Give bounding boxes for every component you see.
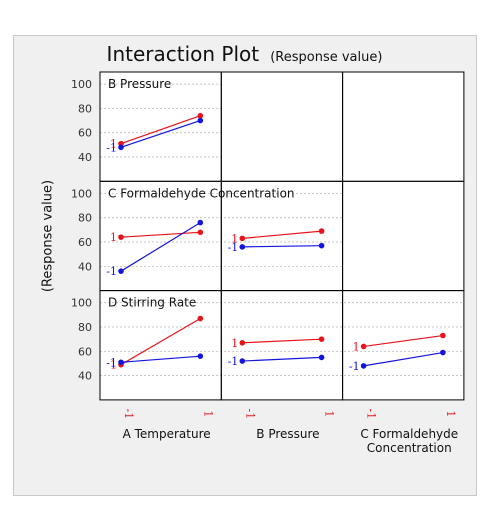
data-point [197, 353, 204, 359]
panel-frame [342, 290, 465, 401]
title-main: Interaction Plot [106, 42, 260, 66]
y-tick-label: 80 [78, 212, 92, 225]
row-factor-label: B Pressure [108, 77, 171, 91]
series-line [363, 351, 443, 367]
x-tick-label: -1 [122, 409, 135, 420]
data-point [239, 244, 246, 250]
data-point [118, 234, 124, 240]
y-tick-label: 60 [78, 345, 92, 358]
y-tick-label: 40 [78, 370, 92, 383]
y-tick-label: 100 [71, 187, 92, 200]
plot-area [100, 72, 464, 400]
x-factor-label: B Pressure [228, 427, 348, 441]
series-line [363, 334, 443, 348]
level-label: -1 [228, 355, 239, 368]
y-tick-label: 80 [78, 321, 92, 334]
data-point [239, 340, 246, 346]
x-tick-label: 1 [201, 410, 214, 417]
level-label: -1 [349, 360, 360, 373]
y-tick-label: 40 [78, 151, 92, 164]
x-tick-label: -1 [365, 409, 378, 420]
data-point [239, 235, 246, 242]
x-factor-label-line: A Temperature [122, 427, 211, 441]
level-label: -1 [228, 241, 239, 254]
level-label: -1 [106, 265, 117, 278]
y-tick-label: 60 [78, 127, 92, 140]
data-point [360, 363, 367, 369]
y-tick-label: 60 [78, 236, 92, 249]
series-line [120, 115, 201, 145]
data-point [440, 349, 446, 356]
series-line [120, 222, 201, 272]
title-subtitle: (Response value) [270, 50, 383, 65]
series-line [120, 355, 201, 363]
level-label: -1 [106, 356, 117, 369]
data-point [360, 343, 367, 350]
level-label: -1 [106, 141, 117, 154]
y-tick-label: 80 [78, 102, 92, 115]
data-point [197, 112, 204, 119]
level-label: 1 [231, 232, 238, 245]
x-tick-label: 1 [444, 410, 457, 417]
chart-title: Interaction Plot (Response value) [0, 42, 489, 66]
x-factor-label-line: Concentration [366, 441, 452, 455]
x-tick-label: 1 [323, 410, 336, 417]
data-point [239, 358, 246, 364]
data-point [118, 359, 124, 366]
level-label: 1 [353, 340, 360, 353]
level-label: 1 [231, 337, 238, 350]
series-line [120, 120, 201, 148]
data-point [118, 268, 124, 274]
data-point [318, 336, 325, 342]
x-factor-label: A Temperature [107, 427, 227, 441]
series-line [242, 245, 322, 248]
data-point [197, 117, 204, 124]
series-line [242, 230, 322, 239]
data-point [440, 332, 446, 339]
data-point [197, 315, 204, 322]
y-tick-label: 100 [71, 297, 92, 310]
level-label: 1 [110, 359, 117, 372]
series-line [120, 231, 201, 238]
x-factor-label-line: C Formaldehyde [360, 427, 459, 441]
x-factor-label-line: B Pressure [256, 427, 320, 441]
row-factor-label: C Formaldehyde Concentration [108, 186, 295, 200]
data-point [197, 219, 204, 226]
data-point [318, 228, 325, 234]
data-point [118, 144, 124, 151]
data-point [318, 354, 325, 361]
level-label: 1 [110, 138, 117, 151]
level-label: 1 [110, 231, 117, 244]
row-factor-label: D Stirring Rate [108, 296, 196, 310]
data-point [197, 229, 204, 236]
series-line [242, 338, 322, 344]
series-line [120, 318, 201, 366]
data-point [318, 242, 325, 249]
x-tick-label: -1 [243, 409, 256, 420]
y-tick-label: 40 [78, 260, 92, 273]
y-tick-label: 100 [71, 78, 92, 91]
x-factor-label: C Formaldehyde Concentration [349, 427, 469, 455]
series-line [242, 356, 322, 362]
